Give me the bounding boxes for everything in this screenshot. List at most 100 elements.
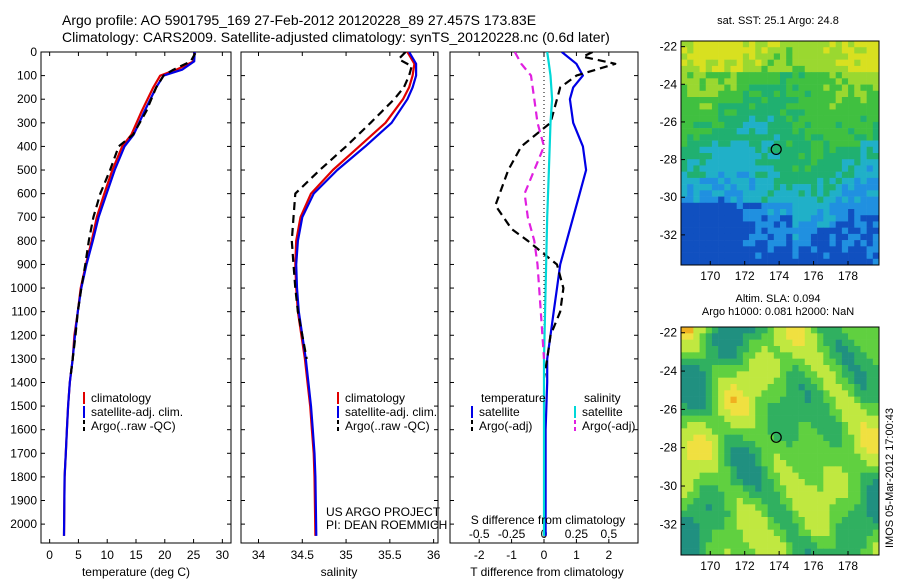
map-cell [798,140,806,148]
series-line-argo-raw-qc- [290,52,413,360]
map-cell [780,84,787,92]
map-cell [687,215,694,222]
map-cell [860,202,867,210]
map-cell [730,215,737,222]
map-cell [810,491,818,499]
map-cell [749,78,756,85]
map-cell [866,252,874,260]
map-cell [798,384,806,391]
map-cell [761,240,768,247]
map-cell [761,409,768,416]
map-cell [835,215,843,222]
map-cell [718,53,725,60]
map-cell [761,41,768,48]
map-cell [687,384,694,391]
map-cell [761,146,768,154]
map-cell [742,246,750,253]
map-cell [786,536,793,543]
y-tick-label: 200 [17,92,37,106]
map-cell [823,184,830,191]
map-cell [736,53,744,60]
map-cell [854,542,861,549]
map-cell [724,485,731,492]
map-cell [711,215,719,222]
map-cell [848,240,855,247]
map-cell [736,339,744,347]
map-cell [773,428,781,435]
map-cell [761,428,768,435]
map-cell [761,365,768,372]
map-cell [866,542,874,549]
map-cell [711,403,719,410]
map-cell [773,115,781,123]
map-cell [773,215,781,222]
map-cell [786,548,793,556]
map-cell [718,140,725,148]
map-cell [687,434,694,442]
map-cell [798,53,806,60]
map-cell [749,365,756,372]
map-cell [792,523,799,530]
map-cell [687,165,694,172]
map-cell [773,415,781,423]
map-cell [773,403,781,410]
map-cell [810,396,818,404]
map-cell [804,441,812,448]
map-cell [810,146,818,154]
map-cell [730,333,737,340]
map-cell [767,103,775,110]
map-y-tick-label: -30 [660,479,678,493]
map-cell [841,209,849,216]
map-cell [724,72,731,79]
map-cell [804,434,812,442]
map-cell [773,233,781,241]
map-cell [841,504,849,511]
map-cell [749,190,756,197]
map-cell [687,153,694,160]
map-cell [730,109,737,116]
map-cell [798,221,806,228]
map-cell [792,47,799,54]
map-cell [773,377,781,385]
map-cell [823,146,830,154]
map-cell [705,377,713,385]
map-cell [742,377,750,385]
x-tick-label: 20 [158,548,172,562]
map-cell [711,453,719,461]
map-cell [718,97,725,104]
map-cell [693,90,700,98]
map-cell [810,59,818,67]
map-cell [798,327,806,334]
map-cell [730,529,737,537]
map-cell [792,517,799,524]
x-tick-label: 35 [339,548,353,562]
s-difference-axis-label: S difference from climatology [471,513,626,527]
map-cell [792,78,799,85]
map-cell [730,84,737,92]
map-cell [749,184,756,191]
map-cell [866,504,874,511]
map-cell [693,47,700,54]
map-cell [767,59,775,67]
map-cell [749,252,756,260]
map-cell [773,134,781,141]
series-line-satellite-adj-clim- [62,52,196,536]
map-cell [780,346,787,353]
imos-timestamp-stamp: IMOS 05-Mar-2012 17:00:43 [884,408,896,548]
map-cell [749,140,756,148]
map-cell [854,409,861,416]
y-tick-label: 1800 [10,470,37,484]
map-cell [761,246,768,253]
map-cell [798,352,806,359]
map-cell [718,523,725,530]
map-cell [780,72,787,79]
map-cell [860,159,867,166]
map-cell [767,491,775,499]
map-cell [724,258,731,266]
map-cell [829,47,836,54]
map-cell [749,377,756,385]
map-cell [705,78,713,85]
map-cell [761,358,768,366]
map-cell [823,498,830,505]
map-cell [736,233,744,241]
